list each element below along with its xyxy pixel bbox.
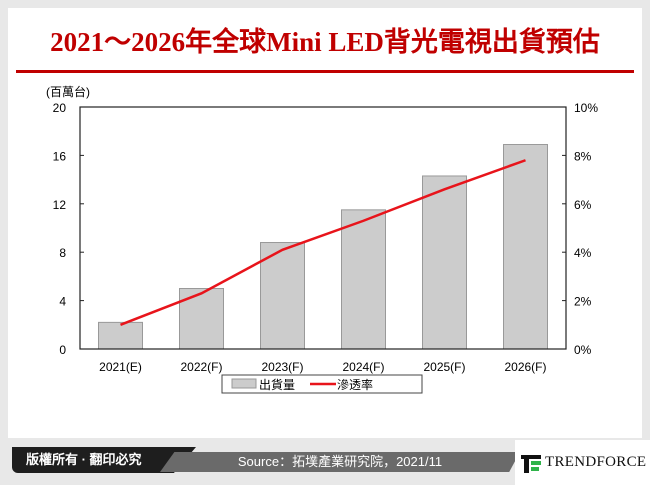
bar-2023(F) — [260, 242, 305, 350]
x-tick-label: 2022(F) — [180, 360, 222, 374]
y-tick-label: 20 — [53, 101, 67, 115]
trendforce-logo-icon — [521, 454, 541, 473]
bar-2026(F) — [503, 144, 548, 350]
copyright-label: 版權所有 · 翻印必究 — [12, 447, 196, 473]
chart: (百萬台) 0 4 8 12 16 20 0% 2% 4% 6% 8% 10% 2021(E) 2022(F… — [46, 84, 598, 394]
line-series-滲透率 — [120, 159, 526, 326]
x-tick-label: 2021(E) — [99, 360, 142, 374]
x-tick-label: 2025(F) — [423, 360, 465, 374]
y2-tick-label: 10% — [574, 101, 598, 115]
bar-2025(F) — [422, 175, 467, 350]
x-tick-label: 2023(F) — [261, 360, 303, 374]
y-tick-label: 16 — [53, 149, 67, 163]
y-tick-label: 0 — [59, 343, 66, 357]
x-tick-label: 2024(F) — [342, 360, 384, 374]
y2-tick-label: 4% — [574, 246, 592, 260]
legend-label-line: 滲透率 — [337, 377, 373, 392]
y2-tick-label: 8% — [574, 149, 592, 163]
legend-swatch-bar — [231, 378, 257, 389]
plot-frame — [79, 106, 567, 350]
y2-tick-label: 6% — [574, 198, 592, 212]
bar-2022(F) — [179, 288, 224, 350]
y-tick-label: 12 — [53, 198, 67, 212]
bar-2021(E) — [98, 321, 143, 350]
chart-title: 2021～2026年全球Mini LED背光電視出貨預估 — [50, 26, 600, 57]
legend-label-bar: 出貨量 — [259, 377, 295, 392]
x-tick-label: 2026(F) — [504, 360, 546, 374]
y-tick-label: 4 — [59, 295, 66, 309]
source-label: Source：拓墣產業研究院，2021/11 — [160, 452, 520, 472]
trendforce-logo: TRENDFORCE — [515, 440, 650, 485]
title-underline — [16, 70, 634, 73]
y2-tick-label: 2% — [574, 295, 592, 309]
y-tick-label: 8 — [59, 246, 66, 260]
y-axis-unit-label: (百萬台) — [46, 84, 90, 99]
logo-text: TRENDFORCE — [545, 454, 647, 470]
y2-tick-label: 0% — [574, 343, 592, 357]
bar-2024(F) — [341, 209, 386, 350]
